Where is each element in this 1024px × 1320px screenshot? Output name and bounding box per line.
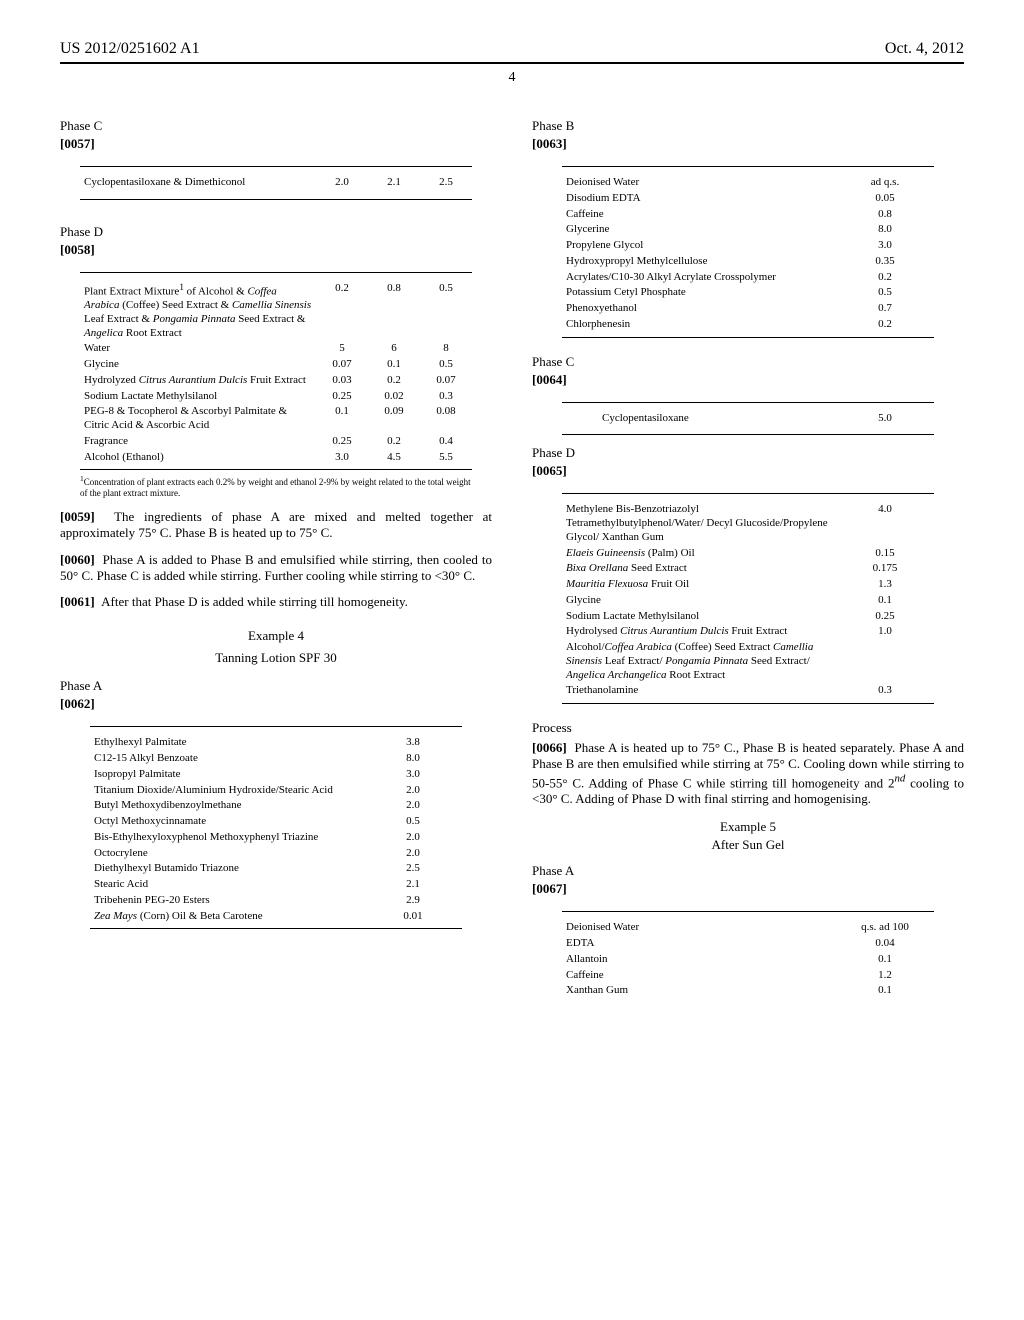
- table-row: Fragrance0.250.20.4: [80, 434, 472, 450]
- publication-date: Oct. 4, 2012: [885, 40, 964, 58]
- table-row: Xanthan Gum0.1: [562, 983, 934, 999]
- paragraph-number: [0067]: [532, 881, 964, 897]
- table-row: Diethylhexyl Butamido Triazone2.5: [90, 861, 462, 877]
- table-row: C12-15 Alkyl Benzoate8.0: [90, 751, 462, 767]
- phase-a5-table: Deionised Waterq.s. ad 100EDTA0.04Allant…: [562, 911, 934, 999]
- table-row: Stearic Acid2.1: [90, 877, 462, 893]
- table-row: Hydroxypropyl Methylcellulose0.35: [562, 254, 934, 270]
- table-row: Alcohol/Coffea Arabica (Coffee) Seed Ext…: [562, 640, 934, 683]
- table-row: Bis-Ethylhexyloxyphenol Methoxyphenyl Tr…: [90, 830, 462, 846]
- left-column: Phase C [0057] Cyclopentasiloxane & Dime…: [60, 106, 492, 1003]
- page-number: 4: [60, 70, 964, 86]
- table-row: Deionised Waterq.s. ad 100: [562, 920, 934, 936]
- table-row: Bixa Orellana Seed Extract0.175: [562, 561, 934, 577]
- table-row: Caffeine0.8: [562, 207, 934, 223]
- phase-d-table: Plant Extract Mixture1 of Alcohol & Coff…: [80, 272, 472, 471]
- paragraph-number: [0058]: [60, 242, 492, 258]
- table-row: Acrylates/C10-30 Alkyl Acrylate Crosspol…: [562, 270, 934, 286]
- table-row: Propylene Glycol3.0: [562, 238, 934, 254]
- process-title: Process: [532, 720, 964, 736]
- table-row: Octocrylene2.0: [90, 846, 462, 862]
- table-row: Sodium Lactate Methylsilanol0.250.020.3: [80, 389, 472, 405]
- paragraph-number: [0062]: [60, 696, 492, 712]
- table-row: Glycine0.1: [562, 593, 934, 609]
- table-row: Cyclopentasiloxane & Dimethiconol 2.0 2.…: [80, 175, 472, 191]
- paragraph: [0059] The ingredients of phase A are mi…: [60, 509, 492, 542]
- table-row: Octyl Methoxycinnamate0.5: [90, 814, 462, 830]
- table-row: Triethanolamine0.3: [562, 683, 934, 699]
- phase-a-table: Ethylhexyl Palmitate3.8C12-15 Alkyl Benz…: [90, 726, 462, 929]
- table-row: Ethylhexyl Palmitate3.8: [90, 735, 462, 751]
- paragraph: [0066] Phase A is heated up to 75° C., P…: [532, 740, 964, 807]
- paragraph-number: [0064]: [532, 372, 964, 388]
- paragraph: [0061] After that Phase D is added while…: [60, 594, 492, 610]
- table-row: Phenoxyethanol0.7: [562, 301, 934, 317]
- phase-d-table-right: Methylene Bis-Benzotriazolyl Tetramethyl…: [562, 493, 934, 704]
- table-row: Chlorphenesin0.2: [562, 317, 934, 333]
- paragraph-number: [0057]: [60, 136, 492, 152]
- phase-c-title: Phase C: [532, 354, 964, 370]
- table-row: Sodium Lactate Methylsilanol0.25: [562, 609, 934, 625]
- paragraph: [0060] Phase A is added to Phase B and e…: [60, 552, 492, 585]
- example-heading: Example 5: [532, 819, 964, 835]
- table-row: EDTA0.04: [562, 936, 934, 952]
- table-row: PEG-8 & Tocopherol & Ascorbyl Palmitate …: [80, 404, 472, 434]
- paragraph-number: [0065]: [532, 463, 964, 479]
- table-row: Alcohol (Ethanol)3.04.55.5: [80, 450, 472, 466]
- table-row: Elaeis Guineensis (Palm) Oil0.15: [562, 546, 934, 562]
- example-subheading: After Sun Gel: [532, 837, 964, 853]
- phase-c-title: Phase C: [60, 118, 492, 134]
- right-column: Phase B [0063] Deionised Waterad q.s.Dis…: [532, 106, 964, 1003]
- table-row: Mauritia Flexuosa Fruit Oil1.3: [562, 577, 934, 593]
- table-row: Butyl Methoxydibenzoylmethane2.0: [90, 798, 462, 814]
- table-row: Potassium Cetyl Phosphate0.5: [562, 285, 934, 301]
- two-column-layout: Phase C [0057] Cyclopentasiloxane & Dime…: [60, 106, 964, 1003]
- table-footnote: 1Concentration of plant extracts each 0.…: [80, 474, 472, 499]
- table-row: Zea Mays (Corn) Oil & Beta Carotene0.01: [90, 909, 462, 925]
- table-row: Glycine0.070.10.5: [80, 357, 472, 373]
- table-row: Hydrolyzed Citrus Aurantium Dulcis Fruit…: [80, 373, 472, 389]
- phase-b-table: Deionised Waterad q.s.Disodium EDTA0.05C…: [562, 166, 934, 338]
- table-row: Disodium EDTA0.05: [562, 191, 934, 207]
- table-row: Tribehenin PEG-20 Esters2.9: [90, 893, 462, 909]
- example-subheading: Tanning Lotion SPF 30: [60, 650, 492, 666]
- table-row: Hydrolysed Citrus Aurantium Dulcis Fruit…: [562, 624, 934, 640]
- header-rule: [60, 62, 964, 64]
- phase-c-table: Cyclopentasiloxane & Dimethiconol 2.0 2.…: [80, 166, 472, 200]
- patent-page: US 2012/0251602 A1 Oct. 4, 2012 4 Phase …: [0, 0, 1024, 1320]
- table-row: Allantoin0.1: [562, 952, 934, 968]
- phase-d-title: Phase D: [60, 224, 492, 240]
- page-header: US 2012/0251602 A1 Oct. 4, 2012: [60, 40, 964, 58]
- table-row: Deionised Waterad q.s.: [562, 175, 934, 191]
- table-row: Caffeine1.2: [562, 968, 934, 984]
- table-row: Cyclopentasiloxane 5.0: [562, 411, 934, 427]
- table-row: Titanium Dioxide/Aluminium Hydroxide/Ste…: [90, 783, 462, 799]
- phase-a-title: Phase A: [60, 678, 492, 694]
- table-row: Glycerine8.0: [562, 222, 934, 238]
- phase-d-title: Phase D: [532, 445, 964, 461]
- phase-b-title: Phase B: [532, 118, 964, 134]
- table-row: Water568: [80, 341, 472, 357]
- table-row: Plant Extract Mixture1 of Alcohol & Coff…: [80, 281, 472, 342]
- table-row: Methylene Bis-Benzotriazolyl Tetramethyl…: [562, 502, 934, 545]
- table-row: Isopropyl Palmitate3.0: [90, 767, 462, 783]
- phase-a-title: Phase A: [532, 863, 964, 879]
- paragraph-number: [0063]: [532, 136, 964, 152]
- example-heading: Example 4: [60, 628, 492, 644]
- phase-c-table-right: Cyclopentasiloxane 5.0: [562, 402, 934, 436]
- patent-publication-number: US 2012/0251602 A1: [60, 40, 200, 58]
